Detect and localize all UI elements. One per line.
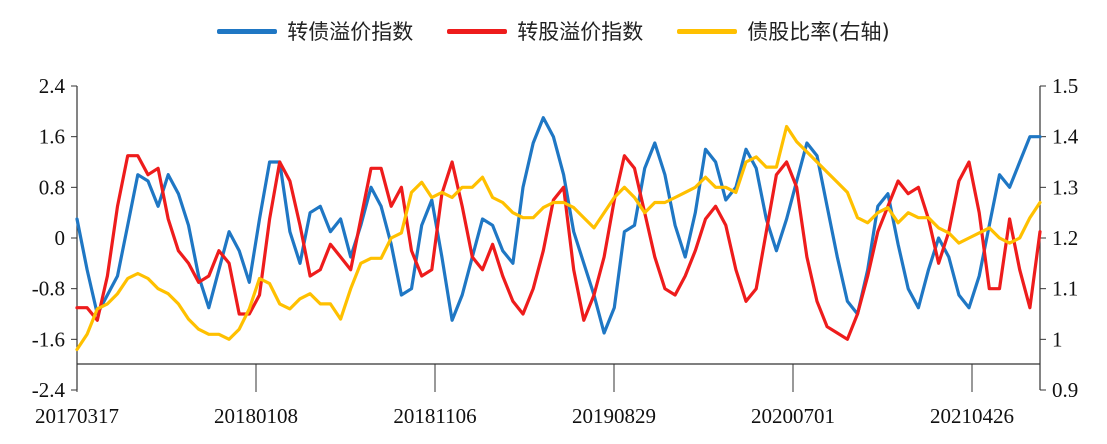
x-tick-label: 20210426	[930, 404, 1014, 428]
legend-label-bond-stock-ratio: 债股比率(右轴)	[747, 20, 890, 44]
legend-label-bond-premium: 转债溢价指数	[287, 20, 414, 44]
series-line-2	[75, 124, 1042, 352]
left-tick-label: 2.4	[39, 74, 66, 98]
series-line-0	[75, 116, 1042, 335]
legend-item-bond-premium: 转债溢价指数	[217, 16, 413, 46]
right-tick-label: 0.9	[1052, 378, 1078, 402]
right-tick-label: 1	[1052, 327, 1063, 351]
left-tick-label: -2.4	[32, 378, 66, 402]
chart-legend: 转债溢价指数 转股溢价指数 债股比率(右轴)	[0, 14, 1107, 48]
x-tick-label: 20200701	[751, 404, 835, 428]
legend-swatch-bond-premium	[217, 28, 278, 34]
left-tick-label: -1.6	[32, 327, 65, 351]
legend-swatch-conversion-premium	[447, 28, 508, 34]
left-tick-label: 0	[55, 226, 66, 250]
right-tick-label: 1.5	[1052, 74, 1078, 98]
legend-item-bond-stock-ratio: 债股比率(右轴)	[677, 16, 890, 46]
legend-item-conversion-premium: 转股溢价指数	[447, 16, 643, 46]
series-lines	[75, 116, 1042, 352]
legend-label-conversion-premium: 转股溢价指数	[517, 20, 644, 44]
x-tick-label: 20190829	[572, 404, 656, 428]
right-tick-label: 1.2	[1052, 226, 1078, 250]
axes	[71, 85, 1046, 392]
x-tick-label: 20180108	[214, 404, 298, 428]
right-tick-label: 1.4	[1052, 125, 1079, 149]
right-tick-label: 1.3	[1052, 175, 1078, 199]
left-tick-label: 0.8	[39, 175, 65, 199]
x-tick-label: 20181106	[393, 404, 476, 428]
series-line-1	[75, 154, 1042, 341]
left-tick-label: -0.8	[32, 277, 65, 301]
x-tick-label: 20170317	[35, 404, 119, 428]
left-tick-label: 1.6	[39, 125, 65, 149]
right-tick-label: 1.1	[1052, 277, 1078, 301]
tick-labels: 2.4 1.6 0.8 0 -0.8 -1.6 -2.4 1.5 1.4 1.3 1.2 1.1 1 0.…	[32, 74, 1079, 428]
legend-swatch-bond-stock-ratio	[677, 28, 738, 34]
